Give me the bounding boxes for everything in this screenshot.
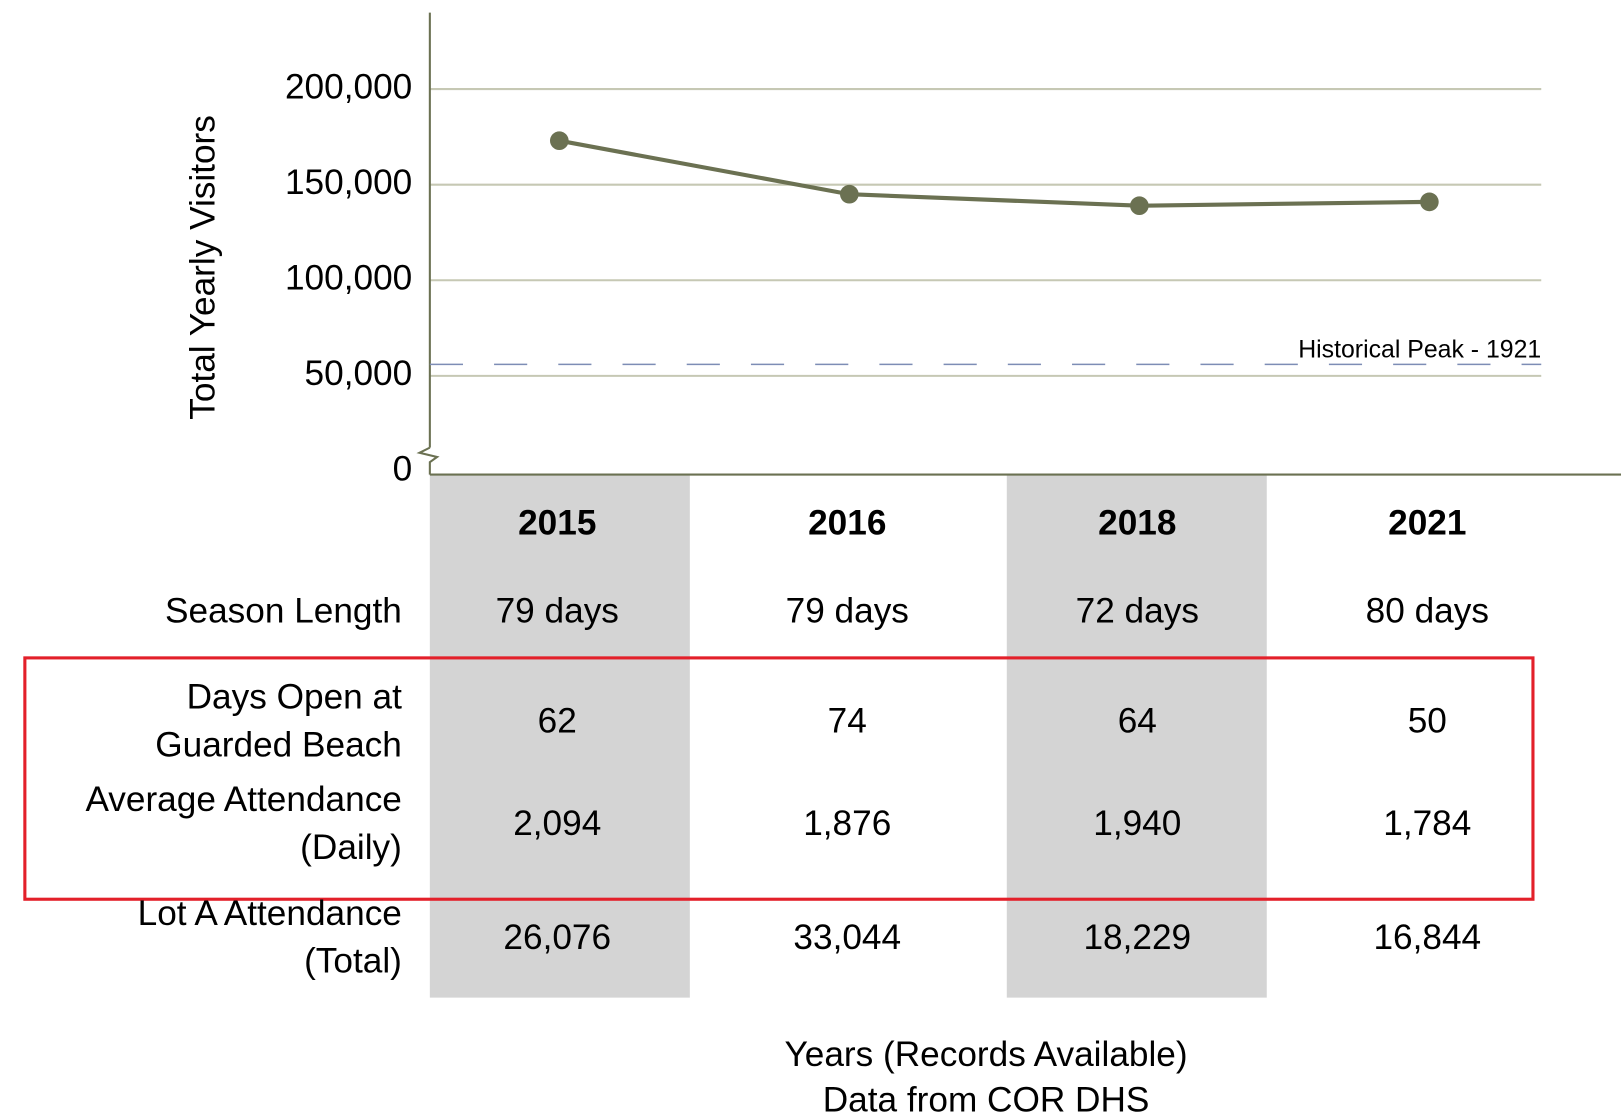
- row-label: Guarded Beach: [155, 725, 402, 764]
- source-note: Data from COR DHS: [823, 1081, 1150, 1119]
- row-label: Lot A Attendance: [138, 894, 402, 933]
- row-label: Average Attendance: [85, 780, 401, 819]
- y-tick-label: 100,000: [285, 259, 412, 298]
- table-cell: 1,940: [1093, 804, 1181, 843]
- table-cell: 74: [828, 701, 867, 740]
- y-axis-label: Total Yearly Visitors: [183, 115, 222, 420]
- table-cell: 1,876: [803, 804, 891, 843]
- y-tick-label: 50,000: [305, 354, 413, 393]
- row-label: Days Open at: [187, 678, 402, 717]
- column-header: 2016: [808, 504, 886, 543]
- table-cell: 16,844: [1373, 918, 1481, 957]
- data-point: [840, 184, 859, 204]
- table-cell: 50: [1408, 701, 1447, 740]
- shaded-column: [1006, 474, 1267, 998]
- table-cell: 18,229: [1083, 918, 1191, 957]
- row-label: (Total): [304, 942, 402, 981]
- table-cell: 26,076: [503, 918, 611, 957]
- table-cell: 79 days: [496, 592, 619, 631]
- column-shading: [429, 474, 1267, 998]
- table-cell: 79 days: [786, 592, 909, 631]
- y-tick-label: 150,000: [285, 163, 412, 202]
- grid: [429, 88, 1542, 377]
- axis-break: [416, 446, 440, 475]
- column-header: 2015: [518, 504, 596, 543]
- row-label: (Daily): [300, 828, 402, 867]
- table-cell: 33,044: [793, 918, 901, 957]
- table-cell: 2,094: [513, 804, 601, 843]
- table-cell: 72 days: [1076, 592, 1199, 631]
- data-point: [1130, 196, 1149, 216]
- column-header: 2018: [1098, 504, 1176, 543]
- table-cell: 62: [538, 701, 577, 740]
- table-cell: 1,784: [1383, 804, 1471, 843]
- shaded-column: [429, 474, 690, 998]
- table-cell: 64: [1118, 701, 1157, 740]
- row-label: Season Length: [165, 592, 402, 631]
- series-line: [558, 138, 1430, 208]
- table-cell: 80 days: [1366, 592, 1489, 631]
- x-axis-label: Years (Records Available): [785, 1035, 1188, 1074]
- highlight-box: [23, 656, 1535, 901]
- data-point: [1420, 192, 1439, 212]
- y-tick-label: 200,000: [285, 67, 412, 106]
- data-point: [550, 131, 569, 151]
- y-tick-label: 0: [393, 450, 413, 489]
- column-header: 2021: [1388, 504, 1466, 543]
- reference-label: Historical Peak - 1921: [1298, 336, 1541, 363]
